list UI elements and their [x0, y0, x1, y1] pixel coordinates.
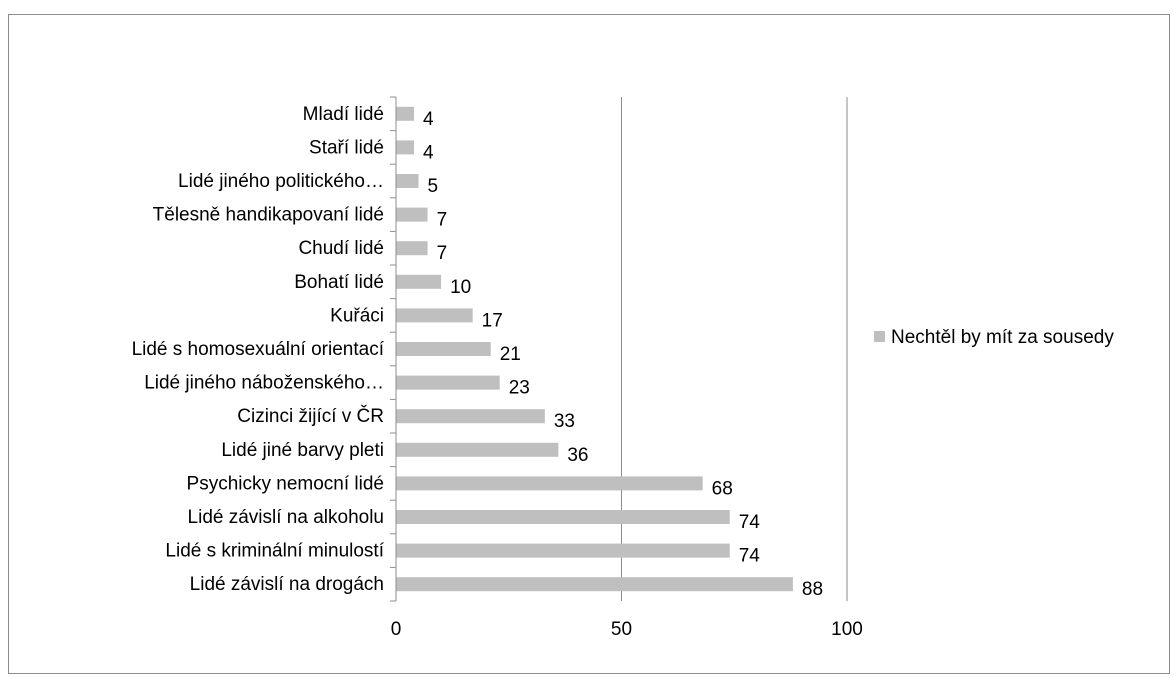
bar	[396, 442, 559, 457]
category-label: Staří lidé	[309, 137, 384, 158]
bar	[396, 274, 442, 289]
bar	[396, 207, 428, 222]
data-label: 10	[450, 277, 471, 298]
bar	[396, 409, 545, 424]
category-label: Lidé s kriminální minulostí	[165, 541, 384, 562]
category-label: Lidé jiného politického…	[178, 171, 384, 192]
bar	[396, 510, 730, 524]
data-label: 7	[437, 210, 448, 231]
category-label: Cizinci žijící v ČR	[237, 405, 384, 427]
legend-label: Nechtěl by mít za sousedy	[891, 327, 1114, 348]
category-label: Lidé s homosexuální orientací	[132, 339, 385, 360]
chart-frame: 0 50 100 4 Mladí lidé 4 Staří lidé 5 Lidé jiného…	[8, 14, 1170, 674]
category-label: Tělesně handikapovaní lidé	[153, 205, 384, 226]
x-tick-label: 0	[391, 619, 402, 640]
category-label: Mladí lidé	[303, 104, 384, 125]
legend: Nechtěl by mít za sousedy	[874, 327, 1114, 348]
data-label: 17	[482, 310, 503, 331]
gridlines	[621, 97, 848, 601]
axes	[390, 96, 397, 602]
x-tick-label: 100	[831, 619, 863, 640]
bar	[396, 375, 500, 390]
category-label: Bohatí lidé	[294, 272, 384, 293]
legend-swatch	[874, 331, 885, 342]
data-label: 4	[423, 109, 434, 130]
category-label: Lidé jiného náboženského…	[144, 373, 384, 394]
bars	[396, 106, 793, 592]
data-label: 5	[428, 176, 439, 197]
bar	[396, 342, 491, 356]
bar	[396, 308, 473, 323]
bar	[396, 476, 703, 491]
data-label: 21	[500, 344, 521, 365]
x-tick-label: 50	[611, 619, 632, 640]
bar	[396, 577, 793, 592]
labels: 0 50 100 4 Mladí lidé 4 Staří lidé 5 Lidé jiného…	[132, 104, 863, 640]
data-label: 7	[437, 243, 448, 264]
category-label: Lidé závislí na alkoholu	[188, 507, 384, 528]
data-label: 74	[739, 512, 761, 533]
bar	[396, 241, 428, 256]
bar-chart: 0 50 100 4 Mladí lidé 4 Staří lidé 5 Lidé jiného…	[132, 96, 1114, 640]
category-label: Chudí lidé	[298, 238, 384, 259]
category-label: Kuřáci	[330, 305, 384, 326]
data-label: 23	[509, 378, 530, 399]
category-label: Lidé závislí na drogách	[190, 574, 384, 595]
bar	[396, 543, 730, 558]
category-label: Lidé jiné barvy pleti	[221, 440, 384, 461]
data-label: 88	[802, 579, 823, 600]
data-label: 4	[423, 142, 434, 163]
category-label: Psychicky nemocní lidé	[187, 473, 384, 494]
bar	[396, 174, 419, 188]
bar	[396, 106, 415, 121]
data-label: 36	[567, 445, 588, 466]
data-label: 68	[712, 478, 733, 499]
bar	[396, 140, 415, 155]
data-label: 33	[554, 411, 575, 432]
data-label: 74	[739, 546, 761, 567]
